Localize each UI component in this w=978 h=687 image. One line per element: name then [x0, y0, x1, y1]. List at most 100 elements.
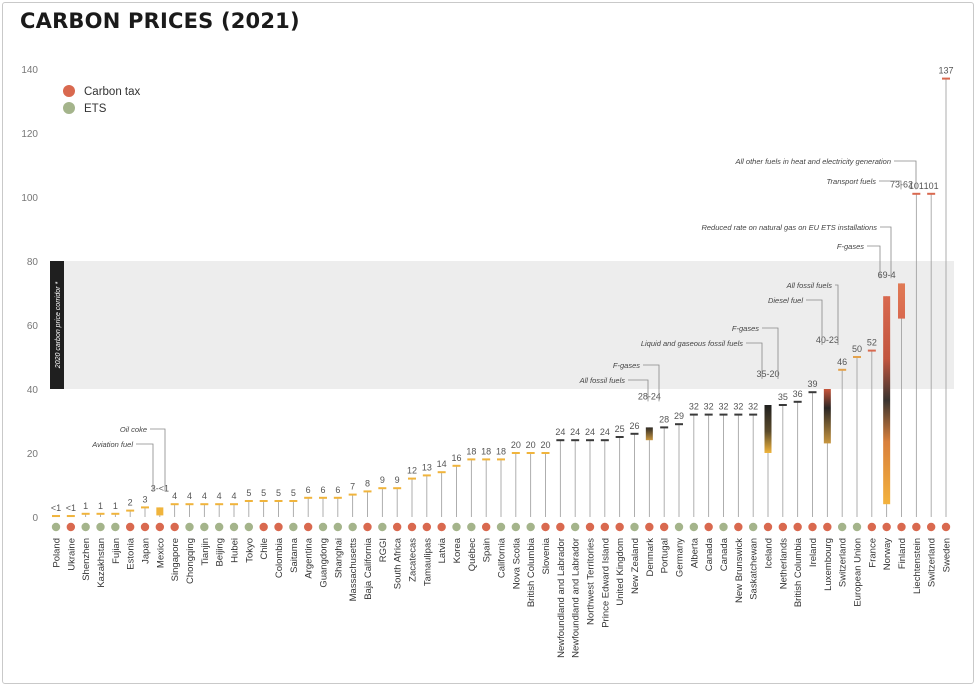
category-label-fujian-4: Fujian — [111, 538, 122, 564]
bar-nova-scotia-31 — [511, 452, 520, 454]
bar-new-zealand-39 — [630, 432, 639, 435]
value-label-tamaulipas-25: 13 — [422, 462, 432, 472]
value-label-nova-scotia-31: 20 — [511, 440, 521, 450]
annotation-leader-6 — [835, 284, 839, 345]
category-label-canada-44: Canada — [704, 537, 715, 571]
value-label-kazakhstan-3: 1 — [98, 501, 103, 511]
bar-hubei-12 — [230, 503, 238, 506]
category-label-new-brunswick-46: New Brunswick — [734, 538, 745, 603]
value-label-hubei-12: 4 — [231, 491, 236, 501]
category-label-luxembourg-52: Luxembourg — [823, 538, 834, 591]
legend-ets-label: ETS — [84, 103, 107, 115]
value-label-poland-0: <1 — [51, 503, 61, 513]
category-label-mexico-7: Mexico — [155, 538, 166, 568]
annotation-reduced-rate-on-natural-gas-on-eu-ets-installations: Reduced rate on natural gas on EU ETS in… — [701, 223, 877, 232]
value-label-chongqing-9: 4 — [187, 491, 192, 501]
legend-carbon-tax-label: Carbon tax — [84, 86, 141, 98]
category-label-sweden-60: Sweden — [942, 538, 953, 572]
category-label-quebec-28: Québec — [467, 538, 478, 572]
category-label-guangdong-18: Guangdong — [319, 538, 330, 588]
annotation-leader-8 — [880, 226, 892, 279]
category-label-singapore-8: Singapore — [170, 538, 181, 581]
annotation-leader-9 — [867, 245, 881, 279]
type-dot-tamaulipas-25 — [422, 522, 432, 532]
value-label-fujian-4: 1 — [113, 501, 118, 511]
bar-estonia-5 — [126, 509, 135, 512]
value-label-argentina-17: 6 — [306, 485, 311, 495]
value-label-switzerland-59: 101 — [924, 181, 939, 191]
type-dot-british-columbia-50 — [793, 522, 802, 532]
category-label-united-kingdom-38: United Kingdom — [615, 538, 626, 606]
annotation-leader-2 — [643, 364, 660, 402]
type-dot-sweden-60 — [941, 522, 951, 532]
legend-ets-swatch — [63, 102, 75, 114]
bar-canada-45 — [719, 413, 728, 416]
type-dot-liechtenstein-58 — [912, 522, 921, 532]
value-label-california-30: 18 — [496, 446, 506, 456]
value-label-british-columbia-32: 20 — [526, 440, 536, 450]
value-label-canada-44: 32 — [704, 402, 714, 412]
category-label-norway-56: Norway — [882, 538, 893, 570]
value-label-japan-6: 3 — [142, 494, 147, 504]
category-label-baja-california-21: Baja California — [363, 537, 374, 599]
value-label-alberta-43: 32 — [689, 402, 699, 412]
category-label-shanghai-19: Shanghai — [333, 538, 344, 578]
bar-prince-edward-island-37 — [600, 439, 609, 442]
bar-germany-42 — [675, 423, 683, 426]
bar-saitama-16 — [289, 500, 298, 502]
value-label-rggi-22: 9 — [380, 475, 385, 485]
category-label-south-africa-23: South Africa — [393, 537, 404, 589]
bar-finland-57 — [898, 283, 905, 319]
bar-zacatecas-24 — [408, 477, 416, 480]
type-dot-shanghai-19 — [333, 522, 343, 532]
bar-kazakhstan-3 — [96, 512, 105, 515]
bar-tianjin-10 — [200, 503, 209, 506]
type-dot-japan-6 — [140, 522, 150, 532]
type-dot-nova-scotia-31 — [511, 522, 521, 532]
category-label-argentina-17: Argentina — [304, 537, 315, 578]
type-dot-newfoundland-and-labrador-35 — [570, 522, 580, 532]
value-label-shanghai-19: 6 — [335, 485, 340, 495]
annotation-leader-5 — [746, 342, 763, 379]
value-label-netherlands-49: 35 — [778, 392, 788, 402]
type-dot-south-africa-23 — [392, 522, 402, 532]
type-dot-canada-44 — [704, 522, 713, 532]
type-dot-tokyo-13 — [244, 522, 254, 532]
category-label-colombia-15: Colombia — [274, 537, 285, 578]
bar-canada-44 — [704, 413, 713, 416]
type-dot-argentina-17 — [303, 522, 313, 532]
type-dot-kazakhstan-3 — [96, 522, 105, 532]
category-label-poland-0: Poland — [52, 538, 63, 568]
chart-title: CARBON PRICES (2021) — [20, 9, 300, 33]
value-label-guangdong-18: 6 — [320, 485, 325, 495]
value-label-beijing-11: 4 — [217, 491, 222, 501]
category-label-massachusetts-20: Massachusetts — [348, 538, 359, 602]
bar-portugal-41 — [660, 426, 669, 429]
annotation-oil-coke: Oil coke — [120, 425, 147, 434]
category-label-newfoundland-and-labrador-35: Newfoundland and Labrador — [571, 538, 582, 658]
value-label-denmark-40: 28-24 — [638, 391, 661, 401]
category-label-saskatchewan-47: Saskatchewan — [749, 538, 760, 600]
bar-south-africa-23 — [393, 487, 402, 490]
type-dot-tianjin-10 — [200, 522, 209, 532]
category-label-canada-45: Canada — [719, 537, 730, 571]
legend-carbon-tax-swatch — [63, 85, 75, 97]
bar-new-brunswick-46 — [734, 413, 743, 416]
bar-beijing-11 — [215, 503, 224, 506]
bar-colombia-15 — [274, 500, 283, 502]
type-dots — [51, 522, 951, 532]
annotation-leader-10 — [894, 160, 917, 190]
bar-ireland-51 — [808, 391, 817, 394]
type-dot-slovenia-33 — [541, 522, 550, 532]
annotation-leader-11 — [879, 180, 902, 190]
type-dot-prince-edward-island-37 — [600, 522, 610, 532]
category-label-hubei-12: Hubei — [230, 538, 241, 563]
type-dot-saitama-16 — [289, 522, 298, 532]
type-dot-canada-45 — [719, 522, 728, 532]
value-label-sweden-60: 137 — [938, 66, 953, 76]
type-dot-massachusetts-20 — [348, 522, 357, 532]
bar-british-columbia-32 — [526, 452, 535, 454]
category-label-beijing-11: Beijing — [215, 538, 226, 567]
category-label-tokyo-13: Tokyo — [244, 538, 255, 563]
